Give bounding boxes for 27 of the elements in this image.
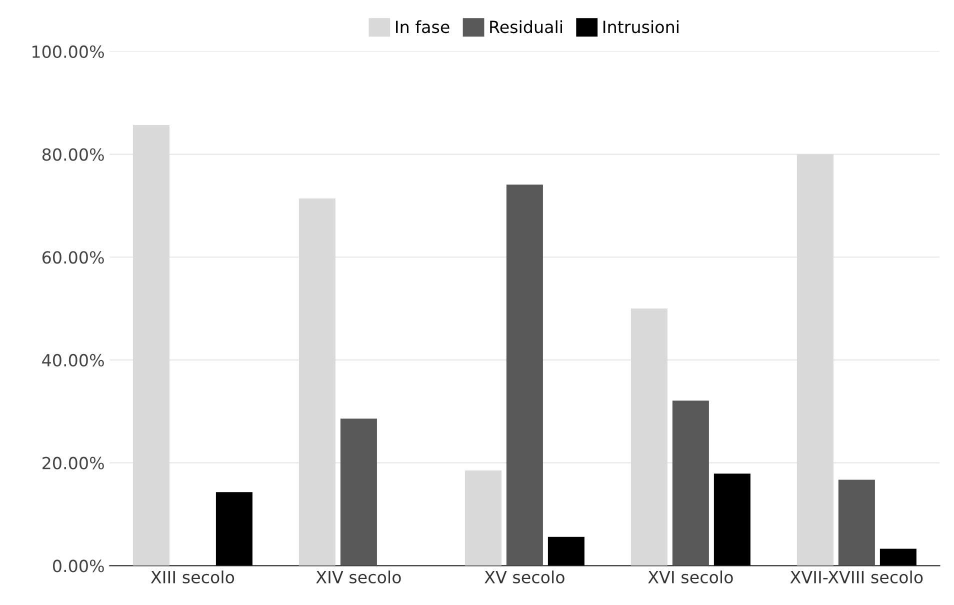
x-tick-label: XIII secolo — [150, 570, 234, 584]
bar — [672, 400, 709, 566]
y-tick-label: 80.00% — [42, 148, 104, 161]
bar — [216, 492, 252, 566]
bar — [714, 474, 750, 566]
bar — [132, 124, 170, 566]
legend-label: Intrusioni — [604, 20, 678, 34]
legend-label: Residuali — [490, 20, 562, 34]
x-tick-label: XIV secolo — [316, 570, 401, 584]
bar — [880, 548, 916, 566]
legend-label: In fase — [396, 20, 450, 34]
x-tick-label: XVII-XVIII secolo — [790, 570, 923, 584]
bar — [630, 308, 668, 566]
bar — [464, 470, 502, 566]
bar — [548, 536, 584, 566]
bar — [506, 184, 543, 566]
x-tick-label: XV secolo — [484, 570, 564, 584]
y-tick-label: 100.00% — [32, 45, 104, 58]
bar — [796, 154, 834, 566]
y-tick-label: 20.00% — [42, 456, 104, 470]
bar — [340, 418, 377, 566]
x-tick-label: XVI secolo — [648, 570, 733, 584]
bar — [838, 480, 875, 566]
y-tick-label: 40.00% — [42, 354, 104, 367]
y-tick-label: 60.00% — [42, 251, 104, 264]
y-tick-label: 0.00% — [53, 560, 104, 572]
bar — [298, 198, 336, 566]
